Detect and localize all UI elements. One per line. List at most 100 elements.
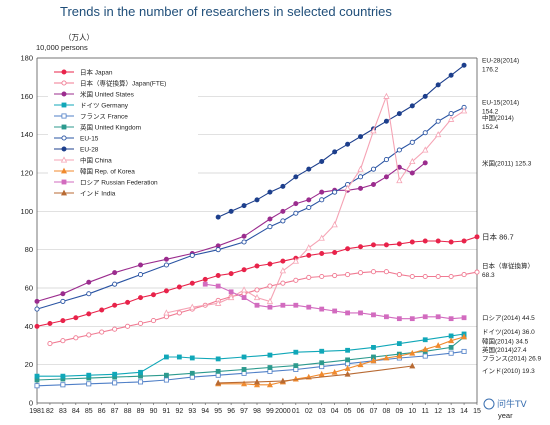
y-tick-label: 60 <box>25 284 33 293</box>
data-point <box>266 381 273 388</box>
x-tick-label: 94 <box>201 408 209 415</box>
legend-swatch-marker <box>61 102 67 108</box>
data-point <box>332 250 338 256</box>
data-point <box>383 354 390 361</box>
data-point <box>344 184 351 191</box>
legend-swatch-marker <box>61 113 67 119</box>
data-point <box>370 357 377 364</box>
data-point <box>435 131 442 138</box>
y-tick-label: 120 <box>20 169 33 178</box>
data-point <box>319 158 325 164</box>
data-point <box>422 146 429 153</box>
data-point <box>215 273 221 279</box>
end-label-text: 日本 86.7 <box>482 231 514 241</box>
data-point <box>332 189 338 195</box>
series-2 <box>34 160 428 304</box>
x-tick-label: 96 <box>227 408 235 415</box>
legend-item: フランス France <box>54 112 128 120</box>
series-1 <box>47 269 480 347</box>
legend-label: インド India <box>80 190 116 197</box>
data-point <box>112 270 118 276</box>
data-point <box>344 365 351 371</box>
data-point <box>435 342 442 348</box>
data-point <box>86 311 92 317</box>
data-point <box>358 310 363 316</box>
legend-item: EU-28 <box>54 146 99 153</box>
y-tick-label: 80 <box>25 245 33 254</box>
data-point <box>163 288 169 294</box>
end-label: ロシア(2014) 44.5 <box>482 314 535 322</box>
end-label: 日本 86.7 <box>482 231 514 241</box>
data-point <box>345 310 350 316</box>
series-line <box>217 64 465 218</box>
end-label-text: ロシア(2014) 44.5 <box>482 314 535 322</box>
data-point <box>34 298 40 304</box>
data-point <box>461 62 467 68</box>
data-point <box>228 289 234 295</box>
data-point <box>112 371 118 377</box>
data-point <box>358 134 364 140</box>
end-label-text: EU-28(2014) <box>482 57 519 64</box>
data-point <box>409 170 415 176</box>
data-point <box>267 352 273 358</box>
series-8 <box>163 92 468 316</box>
data-point <box>150 318 157 324</box>
legend-item: 米国 United States <box>54 89 135 98</box>
data-point <box>448 350 454 356</box>
data-point <box>215 368 221 374</box>
x-tick-label: 07 <box>370 408 378 415</box>
data-point <box>47 320 53 326</box>
data-point <box>319 197 325 203</box>
data-point <box>435 314 441 320</box>
data-point <box>280 183 286 189</box>
end-label-text: フランス(2014) 26.9 <box>482 355 542 363</box>
data-point <box>164 372 169 378</box>
x-tick-label: 97 <box>240 408 248 415</box>
data-point <box>241 233 247 239</box>
legend-swatch-marker <box>61 91 67 97</box>
data-point <box>306 304 312 310</box>
data-point <box>73 335 79 341</box>
series-line <box>36 236 478 327</box>
unit-label-jp: （万人） <box>64 33 94 42</box>
legend-swatch-marker <box>60 156 68 163</box>
end-label-text: 日本（専従換算） <box>482 261 534 270</box>
end-label-text: 韓国(2014) 34.5 <box>482 336 529 345</box>
data-point <box>306 204 312 211</box>
data-point <box>112 302 118 308</box>
data-point <box>383 269 389 275</box>
data-point <box>254 197 260 203</box>
x-tick-label: 12 <box>434 408 442 415</box>
y-tick-label: 160 <box>20 92 33 101</box>
data-point <box>422 160 428 166</box>
data-point <box>241 354 247 360</box>
unit-label-en: 10,000 persons <box>36 43 88 52</box>
data-point <box>448 72 454 78</box>
x-tick-label: 2000 <box>275 408 291 415</box>
data-point <box>60 382 66 388</box>
data-point <box>254 287 260 293</box>
data-point <box>241 239 247 245</box>
data-point <box>383 157 389 163</box>
data-point <box>409 316 415 322</box>
data-point <box>280 258 286 264</box>
data-point <box>306 197 312 203</box>
x-tick-label: 13 <box>447 408 455 415</box>
data-point <box>112 380 118 386</box>
data-point <box>448 273 454 280</box>
x-tick-label: 87 <box>111 408 119 415</box>
data-point <box>47 341 53 347</box>
data-point <box>34 383 40 389</box>
data-point <box>409 349 416 356</box>
data-point <box>86 291 92 297</box>
legend-swatch-marker <box>61 189 67 196</box>
data-point <box>422 345 429 352</box>
data-point <box>228 208 234 214</box>
legend-item: 英国 United Kingdom <box>54 122 141 131</box>
data-point <box>474 234 480 240</box>
data-point <box>125 323 131 329</box>
watermark-text: 问牛TV <box>497 398 527 410</box>
data-point <box>254 381 260 388</box>
data-point <box>306 274 312 281</box>
data-point <box>293 174 299 180</box>
